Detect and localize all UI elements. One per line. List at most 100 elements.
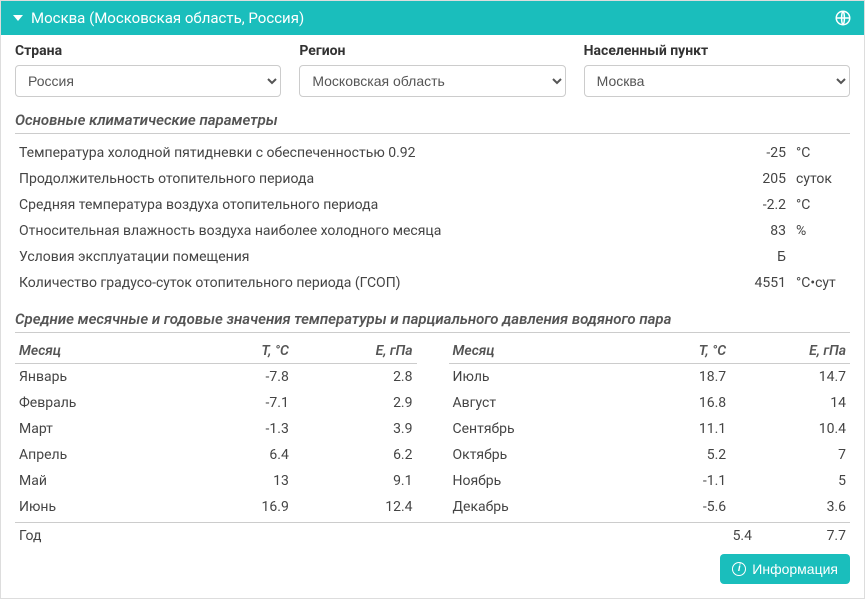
month-name: Март <box>15 416 195 442</box>
year-label: Год <box>15 528 685 544</box>
info-icon: i <box>732 562 746 576</box>
month-t: 13 <box>195 468 293 494</box>
month-row: Январь-7.82.8 <box>15 364 417 391</box>
country-selector: Страна Россия <box>15 43 281 97</box>
panel-body: Страна Россия Регион Московская область … <box>1 35 864 598</box>
month-e: 10.4 <box>730 416 850 442</box>
region-select[interactable]: Московская область <box>299 65 565 97</box>
year-e: 7.7 <box>780 528 850 544</box>
month-row: Июль18.714.7 <box>449 364 851 391</box>
param-value: -25 <box>730 140 790 166</box>
col-t: T, °C <box>195 339 293 364</box>
param-label: Продолжительность отопительного периода <box>15 166 730 192</box>
param-row: Температура холодной пятидневки с обеспе… <box>15 140 850 166</box>
col-month: Месяц <box>15 339 195 364</box>
month-name: Октябрь <box>449 442 636 468</box>
month-t: 18.7 <box>636 364 731 391</box>
monthly-table-right: Месяц T, °C E, гПа Июль18.714.7Август16.… <box>449 339 851 520</box>
param-label: Средняя температура воздуха отопительног… <box>15 192 730 218</box>
caret-down-icon <box>13 15 23 21</box>
monthly-tables: Месяц T, °C E, гПа Январь-7.82.8Февраль-… <box>15 339 850 520</box>
param-unit: °C <box>790 192 850 218</box>
param-unit: °C <box>790 140 850 166</box>
param-row: Средняя температура воздуха отопительног… <box>15 192 850 218</box>
month-row: Октябрь5.27 <box>449 442 851 468</box>
param-label: Количество градусо-суток отопительного п… <box>15 270 730 296</box>
location-selectors: Страна Россия Регион Московская область … <box>15 43 850 97</box>
month-name: Январь <box>15 364 195 391</box>
monthly-table-left: Месяц T, °C E, гПа Январь-7.82.8Февраль-… <box>15 339 417 520</box>
param-value: 4551 <box>730 270 790 296</box>
month-name: Июль <box>449 364 636 391</box>
param-label: Температура холодной пятидневки с обеспе… <box>15 140 730 166</box>
month-t: 16.8 <box>636 390 731 416</box>
month-row: Май139.1 <box>15 468 417 494</box>
year-row: Год 5.4 7.7 <box>15 522 850 544</box>
param-unit: °C•сут <box>790 270 850 296</box>
month-e: 6.2 <box>293 442 417 468</box>
param-unit: суток <box>790 166 850 192</box>
climate-panel: Москва (Московская область, Россия) Стра… <box>0 0 865 599</box>
monthly-section-title: Средние месячные и годовые значения темп… <box>15 310 850 333</box>
month-e: 5 <box>730 468 850 494</box>
month-t: -7.1 <box>195 390 293 416</box>
month-row: Апрель6.46.2 <box>15 442 417 468</box>
col-e: E, гПа <box>730 339 850 364</box>
region-label: Регион <box>299 43 565 59</box>
month-t: 11.1 <box>636 416 731 442</box>
month-e: 9.1 <box>293 468 417 494</box>
month-name: Апрель <box>15 442 195 468</box>
month-t: -5.6 <box>636 494 731 520</box>
month-t: -7.8 <box>195 364 293 391</box>
month-row: Июнь16.912.4 <box>15 494 417 520</box>
month-t: 5.2 <box>636 442 731 468</box>
month-row: Март-1.33.9 <box>15 416 417 442</box>
globe-icon[interactable] <box>834 9 852 27</box>
panel-header[interactable]: Москва (Московская область, Россия) <box>1 1 864 35</box>
month-row: Сентябрь11.110.4 <box>449 416 851 442</box>
param-value: 205 <box>730 166 790 192</box>
month-e: 2.9 <box>293 390 417 416</box>
month-e: 3.9 <box>293 416 417 442</box>
month-e: 14 <box>730 390 850 416</box>
month-name: Февраль <box>15 390 195 416</box>
city-label: Населенный пункт <box>584 43 850 59</box>
month-e: 3.6 <box>730 494 850 520</box>
col-t: T, °C <box>636 339 731 364</box>
panel-footer: i Информация <box>15 554 850 584</box>
month-row: Август16.814 <box>449 390 851 416</box>
info-button[interactable]: i Информация <box>720 554 850 584</box>
param-row: Условия эксплуатации помещенияБ <box>15 244 850 270</box>
col-e: E, гПа <box>293 339 417 364</box>
month-row: Ноябрь-1.15 <box>449 468 851 494</box>
param-value: -2.2 <box>730 192 790 218</box>
month-t: 6.4 <box>195 442 293 468</box>
month-e: 2.8 <box>293 364 417 391</box>
month-t: -1.1 <box>636 468 731 494</box>
month-row: Февраль-7.12.9 <box>15 390 417 416</box>
param-row: Относительная влажность воздуха наиболее… <box>15 218 850 244</box>
param-label: Относительная влажность воздуха наиболее… <box>15 218 730 244</box>
param-label: Условия эксплуатации помещения <box>15 244 730 270</box>
param-row: Количество градусо-суток отопительного п… <box>15 270 850 296</box>
panel-title: Москва (Московская область, Россия) <box>31 9 304 27</box>
month-row: Декабрь-5.63.6 <box>449 494 851 520</box>
month-e: 14.7 <box>730 364 850 391</box>
month-name: Август <box>449 390 636 416</box>
param-unit: % <box>790 218 850 244</box>
param-row: Продолжительность отопительного периода2… <box>15 166 850 192</box>
month-t: 16.9 <box>195 494 293 520</box>
country-select[interactable]: Россия <box>15 65 281 97</box>
param-value: Б <box>730 244 790 270</box>
month-name: Декабрь <box>449 494 636 520</box>
month-e: 12.4 <box>293 494 417 520</box>
params-table: Температура холодной пятидневки с обеспе… <box>15 140 850 296</box>
city-select[interactable]: Москва <box>584 65 850 97</box>
month-name: Июнь <box>15 494 195 520</box>
month-name: Сентябрь <box>449 416 636 442</box>
year-t: 5.4 <box>685 528 780 544</box>
params-section-title: Основные климатические параметры <box>15 111 850 134</box>
month-e: 7 <box>730 442 850 468</box>
param-unit <box>790 244 850 270</box>
country-label: Страна <box>15 43 281 59</box>
